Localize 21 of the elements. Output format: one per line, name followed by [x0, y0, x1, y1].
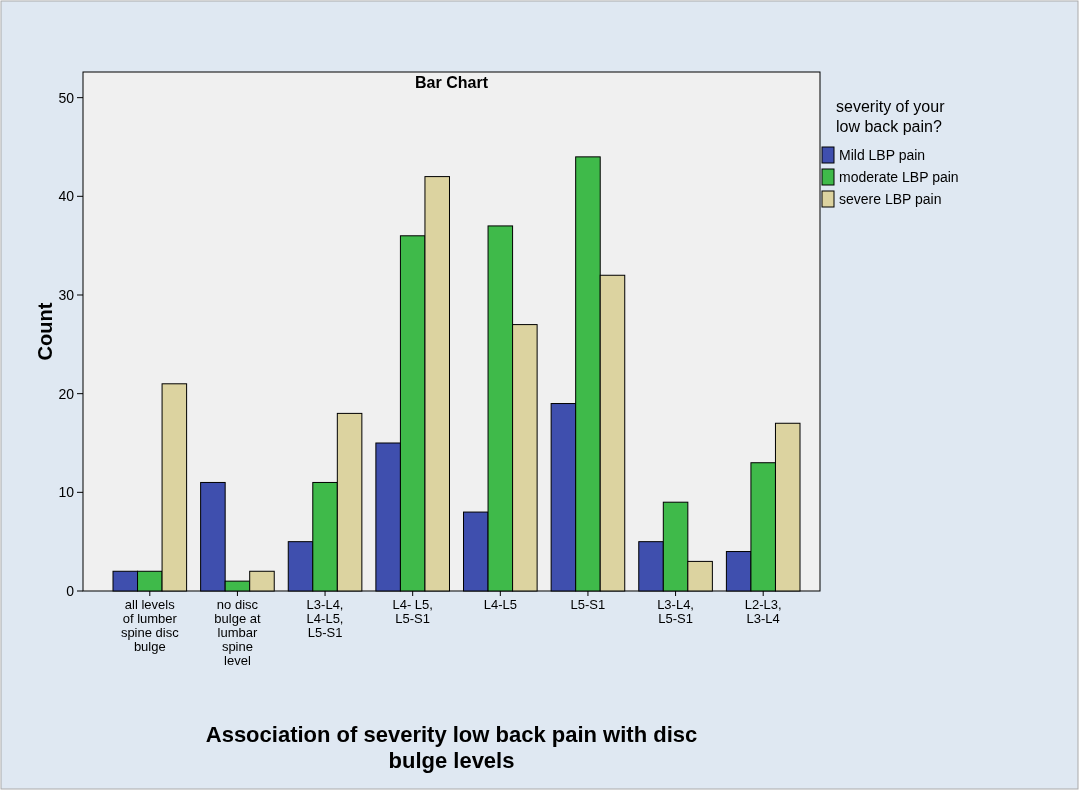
y-tick-label: 20 — [58, 385, 75, 402]
x-tick-label: L3-L4, L5-S1 — [657, 597, 695, 626]
legend-title: severity of your low back pain? — [836, 98, 946, 135]
y-tick-label: 10 — [58, 484, 75, 501]
x-tick-label: no disc bulge at lumbar spine level — [214, 597, 261, 668]
y-tick-label: 40 — [58, 188, 75, 205]
x-tick-label: L2-L3, L3-L4 — [744, 597, 782, 626]
x-tick-label: L3-L4, L4-L5, L5-S1 — [306, 597, 344, 640]
x-axis-title: Association of severity low back pain with disc bulge levels — [205, 722, 698, 773]
y-tick-label: 30 — [58, 286, 75, 303]
x-tick-label: L4- L5, L5-S1 — [392, 597, 433, 626]
x-tick-label: L4-L5 — [483, 597, 517, 612]
y-tick-label: 50 — [58, 89, 75, 106]
x-tick-label: L5-S1 — [570, 597, 606, 612]
y-axis-title: Count — [34, 302, 56, 361]
x-tick-label: all levels of lumber spine disc bulge — [120, 597, 180, 654]
legend-label: severe LBP pain — [839, 190, 942, 207]
y-tick-label: 0 — [66, 582, 75, 599]
chart-title: Bar Chart — [415, 74, 489, 91]
legend-label: Mild LBP pain — [839, 146, 926, 163]
legend-label: moderate LBP pain — [839, 168, 959, 185]
